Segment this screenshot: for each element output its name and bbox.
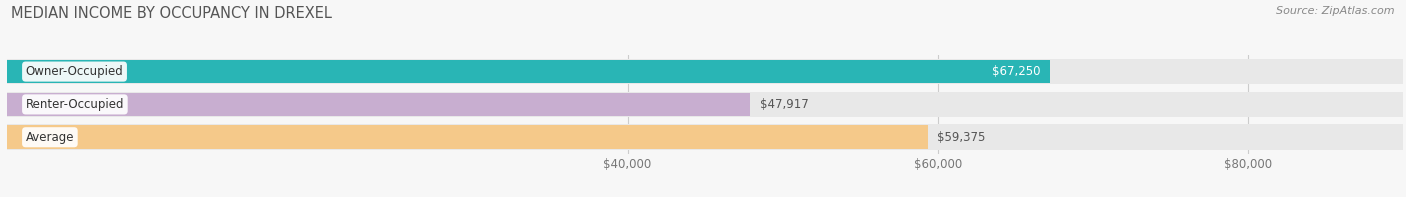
Bar: [7, 60, 1050, 83]
Bar: [7, 59, 1403, 84]
Text: MEDIAN INCOME BY OCCUPANCY IN DREXEL: MEDIAN INCOME BY OCCUPANCY IN DREXEL: [11, 6, 332, 21]
Text: Average: Average: [25, 131, 75, 144]
Bar: [7, 125, 1403, 150]
Bar: [7, 92, 1403, 117]
Text: Source: ZipAtlas.com: Source: ZipAtlas.com: [1277, 6, 1395, 16]
Text: $47,917: $47,917: [759, 98, 808, 111]
Text: $67,250: $67,250: [993, 65, 1040, 78]
Text: $59,375: $59,375: [938, 131, 986, 144]
Bar: [7, 125, 928, 149]
Text: Renter-Occupied: Renter-Occupied: [25, 98, 124, 111]
Bar: [7, 93, 751, 116]
Text: Owner-Occupied: Owner-Occupied: [25, 65, 124, 78]
